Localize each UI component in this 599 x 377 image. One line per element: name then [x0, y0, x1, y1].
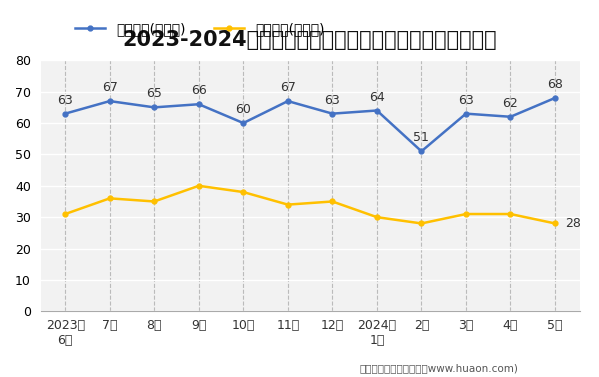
进口总额(亿美元)	[195, 184, 202, 188]
Text: 66: 66	[191, 84, 207, 97]
Text: 60: 60	[235, 103, 251, 116]
出口总额(亿美元)	[507, 115, 514, 119]
Text: 63: 63	[325, 94, 340, 107]
Text: 67: 67	[102, 81, 117, 94]
Text: 28: 28	[565, 217, 580, 230]
出口总额(亿美元)	[418, 149, 425, 153]
Text: 63: 63	[58, 94, 73, 107]
进口总额(亿美元)	[462, 212, 470, 216]
进口总额(亿美元)	[151, 199, 158, 204]
进口总额(亿美元)	[507, 212, 514, 216]
Text: 64: 64	[369, 90, 385, 104]
Title: 2023-2024年安徽省商品收发货人所在地进、出口额统计: 2023-2024年安徽省商品收发货人所在地进、出口额统计	[123, 31, 497, 51]
进口总额(亿美元)	[418, 221, 425, 226]
进口总额(亿美元)	[62, 212, 69, 216]
出口总额(亿美元)	[462, 111, 470, 116]
进口总额(亿美元)	[552, 221, 559, 226]
出口总额(亿美元)	[329, 111, 336, 116]
出口总额(亿美元)	[195, 102, 202, 106]
出口总额(亿美元)	[106, 99, 113, 103]
Line: 进口总额(亿美元): 进口总额(亿美元)	[63, 183, 558, 226]
Text: 制图：华经产业研究院（www.huaon.com): 制图：华经产业研究院（www.huaon.com)	[359, 363, 518, 373]
进口总额(亿美元)	[329, 199, 336, 204]
出口总额(亿美元)	[285, 99, 292, 103]
Line: 出口总额(亿美元): 出口总额(亿美元)	[63, 95, 558, 154]
出口总额(亿美元)	[373, 108, 380, 113]
出口总额(亿美元)	[62, 111, 69, 116]
Text: 63: 63	[458, 94, 474, 107]
进口总额(亿美元)	[240, 190, 247, 194]
Text: 62: 62	[503, 97, 518, 110]
Text: 68: 68	[547, 78, 563, 91]
Legend: 出口总额(亿美元), 进口总额(亿美元): 出口总额(亿美元), 进口总额(亿美元)	[75, 22, 325, 36]
出口总额(亿美元)	[240, 121, 247, 125]
Text: 51: 51	[413, 131, 429, 144]
进口总额(亿美元)	[106, 196, 113, 201]
出口总额(亿美元)	[151, 105, 158, 110]
Text: 67: 67	[280, 81, 296, 94]
Text: 65: 65	[146, 87, 162, 100]
出口总额(亿美元)	[552, 96, 559, 100]
进口总额(亿美元)	[285, 202, 292, 207]
进口总额(亿美元)	[373, 215, 380, 219]
